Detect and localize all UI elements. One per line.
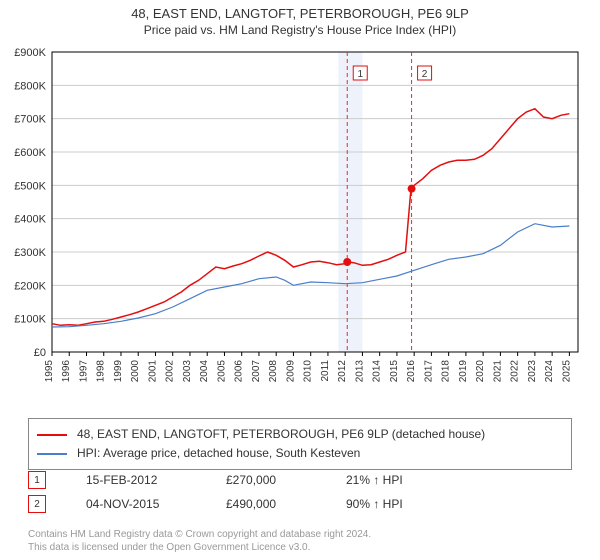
svg-text:£900K: £900K bbox=[14, 47, 46, 59]
legend-item: 48, EAST END, LANGTOFT, PETERBOROUGH, PE… bbox=[37, 425, 563, 444]
svg-text:2021: 2021 bbox=[492, 360, 503, 383]
svg-text:2006: 2006 bbox=[234, 360, 245, 383]
svg-text:2011: 2011 bbox=[320, 360, 331, 382]
sale-date: 04-NOV-2015 bbox=[86, 497, 186, 511]
sale-date: 15-FEB-2012 bbox=[86, 473, 186, 487]
sale-row: 1 15-FEB-2012 £270,000 21% ↑ HPI bbox=[28, 470, 572, 490]
svg-text:2001: 2001 bbox=[147, 360, 158, 383]
svg-text:2019: 2019 bbox=[458, 360, 469, 383]
svg-text:£800K: £800K bbox=[14, 80, 46, 92]
svg-text:2013: 2013 bbox=[354, 360, 365, 383]
sales-table: 1 15-FEB-2012 £270,000 21% ↑ HPI 2 04-NOV-201… bbox=[28, 466, 572, 518]
svg-text:2007: 2007 bbox=[251, 360, 262, 383]
svg-text:2005: 2005 bbox=[216, 360, 227, 383]
chart-area: £0 £100K £200K £300K £400K £500K £600K £700K £80… bbox=[0, 44, 600, 404]
line-chart-svg: £0 £100K £200K £300K £400K £500K £600K £700K £80… bbox=[0, 44, 600, 404]
sale-price: £270,000 bbox=[226, 473, 306, 487]
svg-text:1997: 1997 bbox=[78, 360, 89, 383]
svg-text:2000: 2000 bbox=[130, 360, 141, 383]
svg-text:£400K: £400K bbox=[14, 214, 46, 226]
svg-text:2002: 2002 bbox=[165, 360, 176, 383]
svg-text:1999: 1999 bbox=[113, 360, 124, 383]
sale-hpi: 21% ↑ HPI bbox=[346, 473, 446, 487]
legend-label: 48, EAST END, LANGTOFT, PETERBOROUGH, PE… bbox=[77, 425, 485, 444]
sale-hpi: 90% ↑ HPI bbox=[346, 497, 446, 511]
footer: Contains HM Land Registry data © Crown c… bbox=[28, 528, 371, 554]
svg-text:£500K: £500K bbox=[14, 180, 46, 192]
chart-subtitle: Price paid vs. HM Land Registry's House … bbox=[0, 23, 600, 41]
legend-item: HPI: Average price, detached house, Sout… bbox=[37, 444, 563, 463]
svg-text:2015: 2015 bbox=[389, 360, 400, 383]
svg-text:£100K: £100K bbox=[14, 314, 46, 326]
svg-text:2010: 2010 bbox=[303, 360, 314, 383]
sale-row: 2 04-NOV-2015 £490,000 90% ↑ HPI bbox=[28, 494, 572, 514]
svg-text:2004: 2004 bbox=[199, 360, 210, 383]
legend-label: HPI: Average price, detached house, Sout… bbox=[77, 444, 360, 463]
svg-text:2022: 2022 bbox=[510, 360, 521, 383]
svg-text:2023: 2023 bbox=[527, 360, 538, 383]
svg-text:1996: 1996 bbox=[61, 360, 72, 383]
svg-text:2018: 2018 bbox=[441, 360, 452, 383]
svg-text:1998: 1998 bbox=[96, 360, 107, 383]
svg-text:2014: 2014 bbox=[372, 360, 383, 383]
svg-text:£0: £0 bbox=[34, 347, 46, 359]
svg-text:2012: 2012 bbox=[337, 360, 348, 383]
svg-text:2008: 2008 bbox=[268, 360, 279, 383]
svg-text:£600K: £600K bbox=[14, 147, 46, 159]
svg-text:2009: 2009 bbox=[285, 360, 296, 383]
svg-text:£700K: £700K bbox=[14, 114, 46, 126]
svg-text:2025: 2025 bbox=[561, 360, 572, 383]
svg-text:2: 2 bbox=[422, 69, 428, 80]
svg-text:2016: 2016 bbox=[406, 360, 417, 383]
footer-line1: Contains HM Land Registry data © Crown c… bbox=[28, 528, 371, 541]
svg-text:2017: 2017 bbox=[423, 360, 434, 383]
svg-text:2003: 2003 bbox=[182, 360, 193, 383]
legend-swatch bbox=[37, 434, 67, 436]
svg-text:£300K: £300K bbox=[14, 247, 46, 259]
legend: 48, EAST END, LANGTOFT, PETERBOROUGH, PE… bbox=[28, 418, 572, 470]
legend-swatch bbox=[37, 453, 67, 455]
sale-marker: 1 bbox=[28, 471, 46, 489]
sale-price: £490,000 bbox=[226, 497, 306, 511]
svg-text:1995: 1995 bbox=[44, 360, 55, 383]
svg-text:2020: 2020 bbox=[475, 360, 486, 383]
footer-line2: This data is licensed under the Open Gov… bbox=[28, 541, 371, 554]
svg-text:£200K: £200K bbox=[14, 280, 46, 292]
svg-text:2024: 2024 bbox=[544, 360, 555, 383]
sale-marker: 2 bbox=[28, 495, 46, 513]
chart-title: 48, EAST END, LANGTOFT, PETERBOROUGH, PE… bbox=[0, 0, 600, 23]
svg-text:1: 1 bbox=[357, 69, 363, 80]
